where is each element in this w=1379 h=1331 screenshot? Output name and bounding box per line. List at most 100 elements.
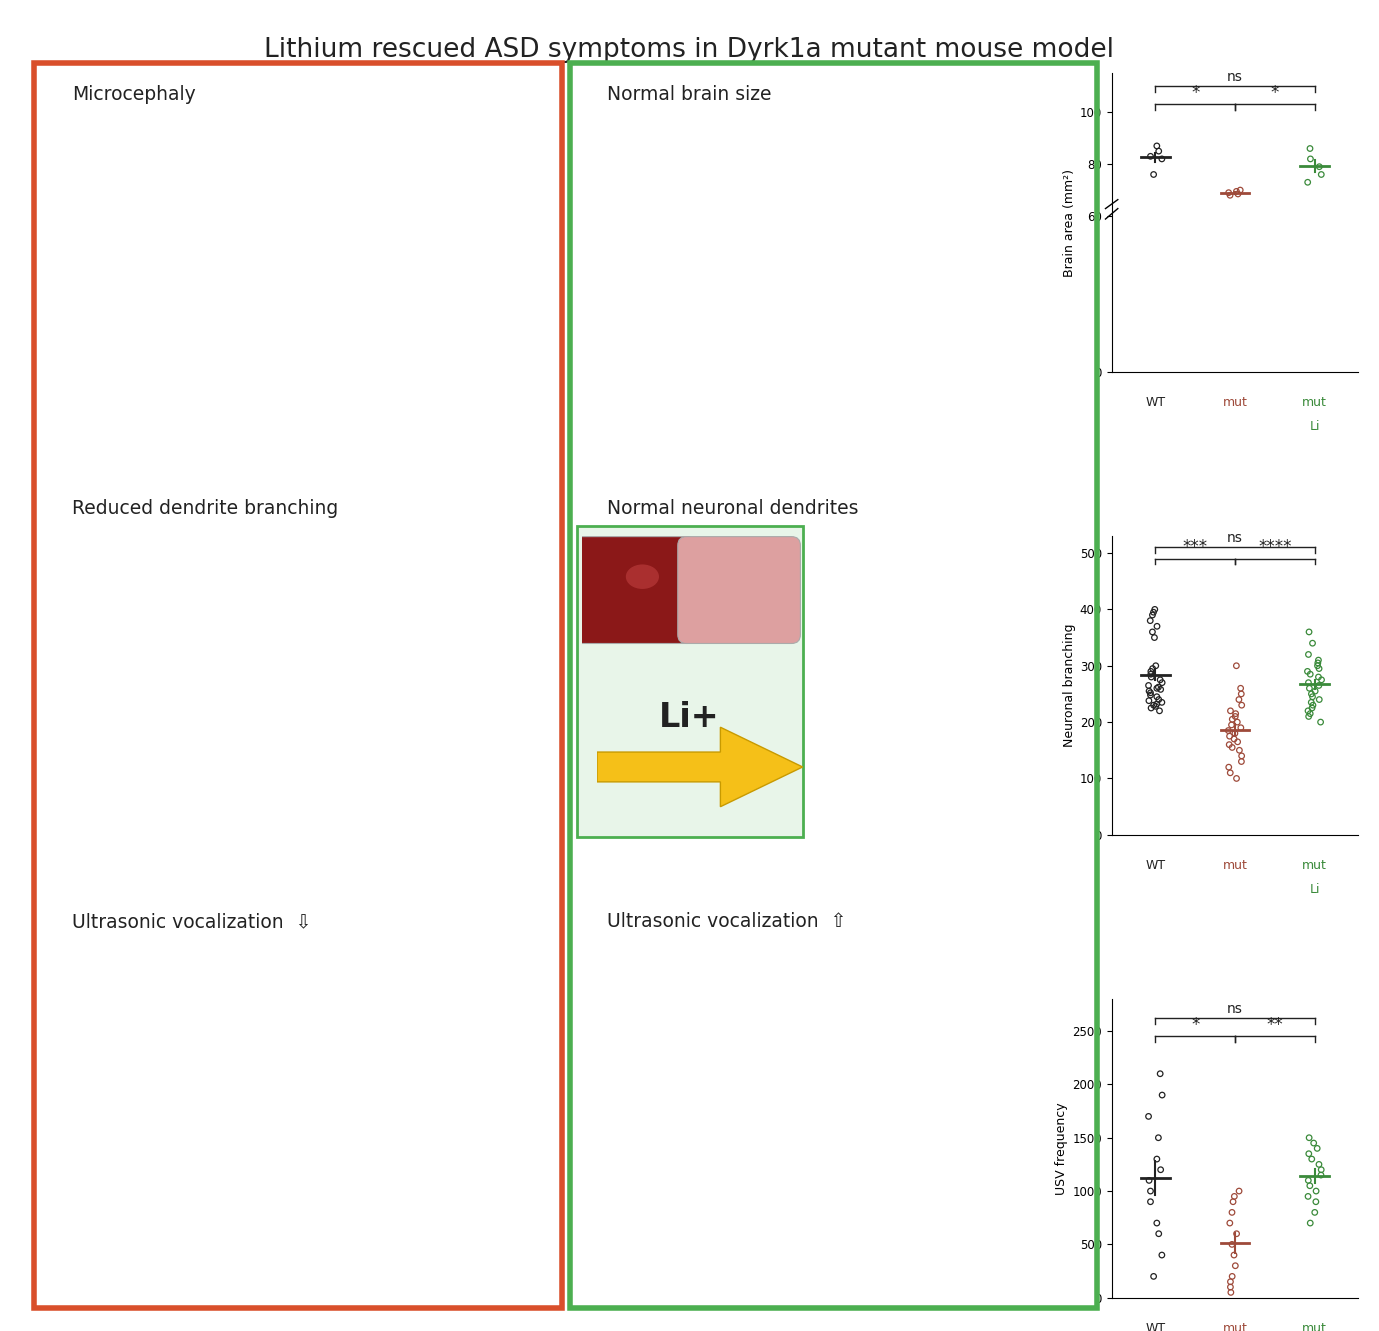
Point — [1298, 700, 1320, 721]
Point — [1219, 1213, 1241, 1234]
Text: *: * — [1191, 84, 1200, 102]
Point — [1146, 693, 1168, 715]
Point — [1299, 703, 1321, 724]
Point — [1307, 650, 1329, 671]
Point — [1309, 156, 1331, 177]
Point — [1299, 138, 1321, 160]
Point — [1147, 1223, 1169, 1244]
Text: WT: WT — [1146, 395, 1165, 409]
Text: Normal neuronal dendrites: Normal neuronal dendrites — [607, 499, 859, 518]
Point — [1226, 731, 1248, 752]
Point — [1302, 685, 1324, 707]
Point — [1300, 1149, 1322, 1170]
Point — [1230, 695, 1252, 716]
Point — [1147, 141, 1169, 162]
Point — [1296, 172, 1318, 193]
Point — [1299, 664, 1321, 685]
Point — [1303, 1133, 1325, 1154]
Point — [1219, 1271, 1241, 1292]
Point — [1138, 680, 1160, 701]
Text: Lithium rescued ASD symptoms in Dyrk1a mutant mouse model: Lithium rescued ASD symptoms in Dyrk1a m… — [265, 37, 1114, 64]
Point — [1300, 692, 1322, 713]
Point — [1306, 1138, 1328, 1159]
Point — [1302, 632, 1324, 654]
Point — [1146, 677, 1168, 699]
Point — [1143, 627, 1165, 648]
Point — [1139, 1181, 1161, 1202]
Point — [1142, 622, 1164, 643]
Point — [1149, 700, 1171, 721]
Point — [1138, 1106, 1160, 1127]
Point — [1150, 679, 1172, 700]
Point — [1218, 720, 1240, 741]
Point — [1225, 703, 1247, 724]
Point — [1305, 1191, 1327, 1213]
Point — [1299, 1175, 1321, 1197]
Point — [1307, 667, 1329, 688]
Point — [1220, 1202, 1242, 1223]
Point — [1298, 1170, 1320, 1191]
Point — [1138, 1170, 1160, 1191]
Point — [1140, 697, 1162, 719]
Text: mut: mut — [1223, 1322, 1248, 1331]
Point — [1300, 683, 1322, 704]
Text: mut: mut — [1223, 395, 1248, 409]
Point — [1222, 708, 1244, 729]
Point — [1139, 683, 1161, 704]
Point — [1305, 680, 1327, 701]
Point — [1303, 1202, 1325, 1223]
Text: WT: WT — [1146, 858, 1165, 872]
Text: Li: Li — [1309, 419, 1320, 433]
Point — [1230, 751, 1252, 772]
Text: Reduced dendrite branching: Reduced dendrite branching — [72, 499, 338, 518]
Point — [1225, 1255, 1247, 1276]
Point — [1145, 655, 1167, 676]
Point — [1226, 181, 1248, 202]
Text: Microcephaly: Microcephaly — [72, 85, 196, 104]
Point — [1226, 1223, 1248, 1244]
Point — [1220, 1234, 1242, 1255]
Text: Li: Li — [1309, 882, 1320, 896]
Point — [1146, 616, 1168, 638]
Text: mut: mut — [1302, 858, 1327, 872]
Point — [1138, 689, 1160, 711]
Point — [1299, 1213, 1321, 1234]
Point — [1298, 1127, 1320, 1149]
Point — [1298, 644, 1320, 666]
Text: *: * — [1270, 84, 1278, 102]
Point — [1151, 1244, 1174, 1266]
Text: ***: *** — [1183, 538, 1208, 556]
Y-axis label: Neuronal branching: Neuronal branching — [1062, 624, 1076, 747]
Point — [1230, 683, 1252, 704]
Point — [1218, 733, 1240, 755]
Y-axis label: USV frequency: USV frequency — [1055, 1102, 1069, 1195]
Point — [1229, 740, 1251, 761]
Point — [1222, 737, 1244, 759]
Point — [1310, 712, 1332, 733]
Point — [1220, 1282, 1242, 1303]
Point — [1220, 715, 1242, 736]
Point — [1147, 676, 1169, 697]
Point — [1226, 768, 1248, 789]
Point — [1147, 1127, 1169, 1149]
Text: mut: mut — [1302, 1322, 1327, 1331]
Point — [1219, 763, 1241, 784]
Point — [1223, 1244, 1245, 1266]
Point — [1307, 1154, 1329, 1175]
Point — [1230, 677, 1252, 699]
Point — [1140, 664, 1162, 685]
Text: WT: WT — [1146, 1322, 1165, 1331]
Text: ns: ns — [1227, 531, 1242, 544]
Point — [1309, 689, 1331, 711]
Point — [1298, 1143, 1320, 1165]
Point — [1138, 675, 1160, 696]
Point — [1140, 660, 1162, 681]
Point — [1139, 145, 1161, 166]
Text: Ultrasonic vocalization  ⇩: Ultrasonic vocalization ⇩ — [72, 912, 312, 932]
Point — [1139, 684, 1161, 705]
Point — [1299, 148, 1321, 169]
Point — [1225, 723, 1247, 744]
Point — [1223, 1186, 1245, 1207]
FancyBboxPatch shape — [576, 527, 803, 837]
Point — [1229, 180, 1251, 201]
